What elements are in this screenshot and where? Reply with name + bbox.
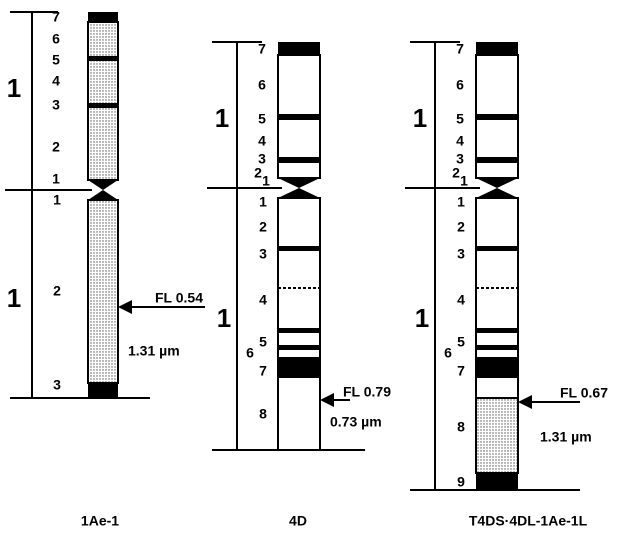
band-label: 1: [52, 171, 60, 187]
length-label: 1.31 µm: [128, 343, 180, 359]
band-label: 3: [457, 246, 465, 262]
band-label: 8: [259, 406, 267, 422]
ideogram-figure: 765432112311FL 0.541.31 µm1Ae-1765432112…: [0, 0, 627, 547]
band-label: 1: [460, 173, 468, 189]
band-label: 4: [456, 133, 464, 149]
band-label: 6: [258, 77, 266, 93]
band-label: 4: [457, 292, 465, 308]
band-label: 8: [457, 419, 465, 435]
band-label: 4: [259, 292, 267, 308]
band-label: 4: [258, 133, 266, 149]
arm-label: 1: [7, 283, 21, 313]
fl-label: FL 0.79: [343, 384, 391, 400]
arm-label: 1: [415, 303, 429, 333]
band-label: 2: [457, 219, 465, 235]
band-label: 1: [259, 194, 267, 210]
fl-label: FL 0.54: [155, 290, 203, 306]
band-label: 6: [246, 345, 254, 361]
band-label: 6: [52, 31, 60, 47]
chromosome-1Ae-1: [5, 12, 205, 398]
band-label: 3: [52, 97, 60, 113]
chromosome-4D: [207, 42, 365, 450]
band-label: 3: [53, 377, 61, 393]
band-label: 7: [258, 41, 266, 57]
band-label: 2: [259, 219, 267, 235]
band-label: 6: [444, 345, 452, 361]
length-label: 0.73 µm: [330, 414, 382, 430]
band-label: 5: [52, 52, 60, 68]
band-label: 7: [456, 41, 464, 57]
fl-label: FL 0.67: [560, 385, 608, 401]
length-label: 1.31 µm: [540, 429, 592, 445]
band-label: 1: [457, 194, 465, 210]
arm-label: 1: [7, 73, 21, 103]
band-label: 5: [259, 334, 267, 350]
band-label: 7: [259, 363, 267, 379]
chromosome-name: 1Ae-1: [81, 513, 119, 529]
band-label: 6: [456, 77, 464, 93]
band-label: 2: [452, 165, 460, 181]
band-label: 5: [456, 111, 464, 127]
chromosome-name: T4DS·4DL-1Ae-1L: [469, 513, 588, 529]
band-label: 2: [53, 283, 61, 299]
band-label: 2: [254, 165, 262, 181]
band-label: 5: [258, 111, 266, 127]
band-label: 7: [52, 9, 60, 25]
band-label: 2: [52, 139, 60, 155]
band-label: 1: [262, 173, 270, 189]
arm-label: 1: [413, 103, 427, 133]
band-label: 4: [52, 73, 60, 89]
band-label: 9: [457, 474, 465, 490]
chromosome-t4ds: [405, 42, 580, 490]
arm-label: 1: [215, 103, 229, 133]
chromosome-name: 4D: [289, 513, 307, 529]
arm-label: 1: [217, 303, 231, 333]
band-label: 1: [53, 192, 61, 208]
band-label: 3: [259, 246, 267, 262]
band-label: 7: [457, 363, 465, 379]
band-label: 5: [457, 334, 465, 350]
